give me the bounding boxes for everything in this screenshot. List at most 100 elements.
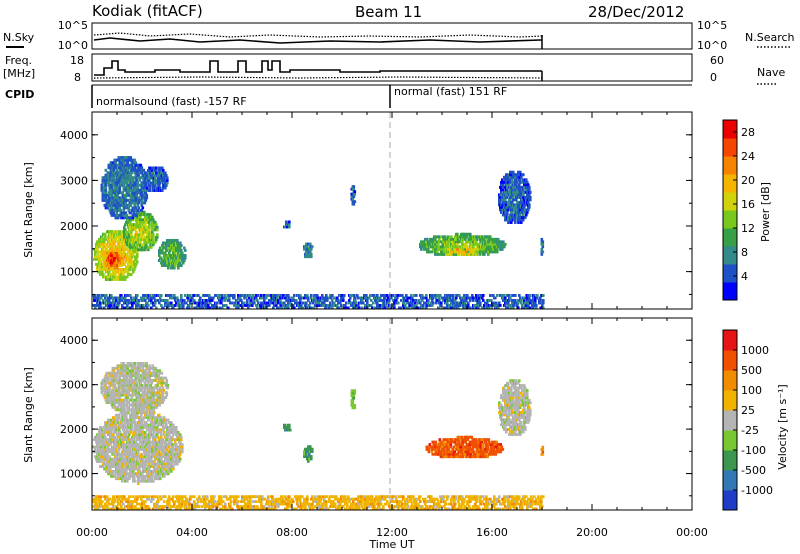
data-cell <box>183 299 186 302</box>
data-cell <box>499 304 502 307</box>
data-cell <box>117 270 120 274</box>
data-cell <box>354 299 357 302</box>
data-cell <box>131 426 134 429</box>
data-cell <box>275 304 278 307</box>
data-cell <box>161 189 164 192</box>
data-cell <box>513 216 516 219</box>
noise-tick-left-bottom: 10^0 <box>58 39 88 52</box>
data-cell <box>435 301 438 305</box>
data-cell <box>126 220 129 224</box>
data-cell <box>115 211 119 215</box>
data-cell <box>133 438 136 441</box>
colorbar-swatch <box>723 120 737 139</box>
data-cell <box>130 296 133 300</box>
data-cell <box>471 247 474 251</box>
data-cell <box>111 428 114 432</box>
data-cell <box>198 301 201 305</box>
data-cell <box>119 455 122 459</box>
data-cell <box>112 181 116 185</box>
data-cell <box>123 216 127 220</box>
data-cell <box>140 233 143 237</box>
data-cell <box>108 430 111 434</box>
data-cell <box>139 240 142 244</box>
data-cell <box>121 435 124 439</box>
data-cell <box>517 306 520 310</box>
data-cell <box>122 477 125 481</box>
data-cell <box>161 249 164 252</box>
data-cell <box>438 237 441 241</box>
data-cell <box>118 472 121 476</box>
data-cell <box>132 270 135 274</box>
data-cell <box>197 294 200 297</box>
colorbar-tick-label: 4 <box>741 270 748 283</box>
noise-tick-left-top: 10^5 <box>58 19 88 32</box>
data-cell <box>110 191 114 195</box>
data-cell <box>241 301 244 305</box>
data-cell <box>521 180 524 184</box>
data-cell <box>136 215 139 219</box>
data-cell <box>166 294 169 297</box>
data-cell <box>172 264 175 267</box>
data-cell <box>321 301 324 305</box>
data-cell <box>94 252 97 256</box>
data-cell <box>123 270 126 274</box>
data-cell <box>108 275 111 279</box>
data-cell <box>540 252 544 256</box>
data-cell <box>299 299 302 302</box>
data-cell <box>122 208 126 212</box>
data-cell <box>104 435 107 439</box>
data-cell <box>169 241 172 245</box>
data-cell <box>121 457 124 461</box>
data-cell <box>344 304 347 307</box>
data-cell <box>108 191 112 195</box>
data-cell <box>164 299 167 302</box>
data-cell <box>152 233 155 237</box>
data-cell <box>152 218 155 222</box>
data-cell <box>121 242 124 246</box>
data-cell <box>522 213 525 217</box>
data-cell <box>97 433 100 437</box>
data-cell <box>504 218 507 222</box>
data-cell <box>353 301 356 305</box>
data-cell <box>528 296 531 300</box>
data-cell <box>520 301 523 305</box>
data-cell <box>122 455 125 459</box>
data-cell <box>517 299 520 302</box>
data-cell <box>287 304 290 307</box>
data-cell <box>466 245 469 249</box>
data-cell <box>144 299 147 302</box>
data-cell <box>421 294 424 297</box>
colorbar-swatch <box>723 210 737 229</box>
data-cell <box>149 474 152 478</box>
data-cell <box>131 216 135 220</box>
data-cell <box>524 208 527 212</box>
data-cell <box>436 240 439 244</box>
data-cell <box>481 296 484 300</box>
data-cell <box>510 221 513 224</box>
data-cell <box>499 195 502 199</box>
data-cell <box>304 247 307 251</box>
data-cell <box>128 474 131 478</box>
data-cell <box>118 188 122 192</box>
data-cell <box>132 218 135 222</box>
data-cell <box>365 296 368 300</box>
data-cell <box>156 233 159 237</box>
data-cell <box>158 166 161 170</box>
data-cell <box>145 421 148 424</box>
data-cell <box>148 215 151 219</box>
data-cell <box>336 296 339 300</box>
data-cell <box>170 244 173 247</box>
data-cell <box>510 304 513 307</box>
data-cell <box>377 306 380 310</box>
data-cell <box>386 299 389 302</box>
data-cell <box>101 433 104 437</box>
data-cell <box>102 181 106 185</box>
data-cell <box>155 238 158 242</box>
data-cell <box>116 266 119 270</box>
data-cell <box>444 250 447 254</box>
data-cell <box>357 304 360 307</box>
data-cell <box>113 460 116 463</box>
data-cell <box>517 193 520 197</box>
data-cell <box>121 237 124 241</box>
